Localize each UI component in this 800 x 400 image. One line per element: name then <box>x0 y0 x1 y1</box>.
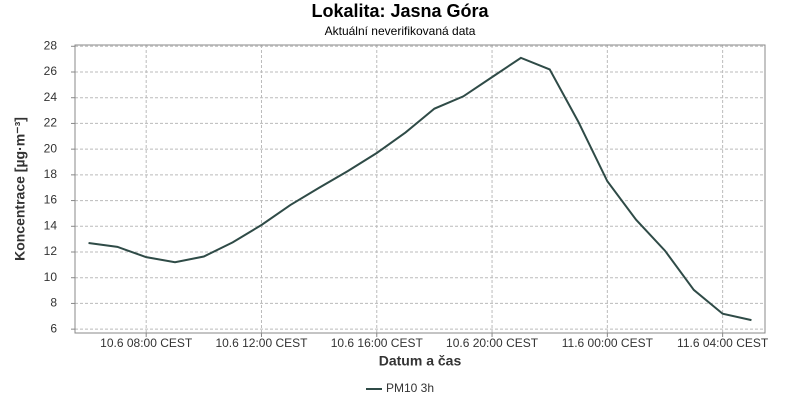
x-tick-label: 10.6 16:00 CEST <box>331 336 424 350</box>
chart-title: Lokalita: Jasna Góra <box>311 1 489 21</box>
y-tick-label: 20 <box>44 141 58 155</box>
x-tick-label: 10.6 12:00 CEST <box>215 336 308 350</box>
y-tick-label: 18 <box>44 167 58 181</box>
y-tick-label: 24 <box>44 90 58 104</box>
y-tick-label: 10 <box>44 270 58 284</box>
y-tick-label: 22 <box>44 116 58 130</box>
y-tick-label: 6 <box>50 321 57 335</box>
legend-label: PM10 3h <box>386 381 434 395</box>
x-axis-label: Datum a čas <box>379 353 462 369</box>
y-axis-label: Koncentrace [µg·m⁻³] <box>12 117 28 261</box>
x-tick-label: 10.6 20:00 CEST <box>446 336 539 350</box>
y-tick-label: 28 <box>44 38 58 52</box>
y-tick-label: 14 <box>44 218 58 232</box>
x-tick-label: 11.6 04:00 CEST <box>677 336 769 350</box>
y-tick-label: 12 <box>44 244 58 258</box>
x-tick-label: 10.6 08:00 CEST <box>100 336 193 350</box>
y-tick-label: 16 <box>44 193 58 207</box>
x-tick-label: 11.6 00:00 CEST <box>562 336 654 350</box>
y-tick-label: 26 <box>44 64 58 78</box>
data-line <box>88 56 752 322</box>
chart-subtitle: Aktuální neverifikovaná data <box>325 24 476 38</box>
y-tick-label: 8 <box>50 296 57 310</box>
plot-frame <box>74 44 766 334</box>
